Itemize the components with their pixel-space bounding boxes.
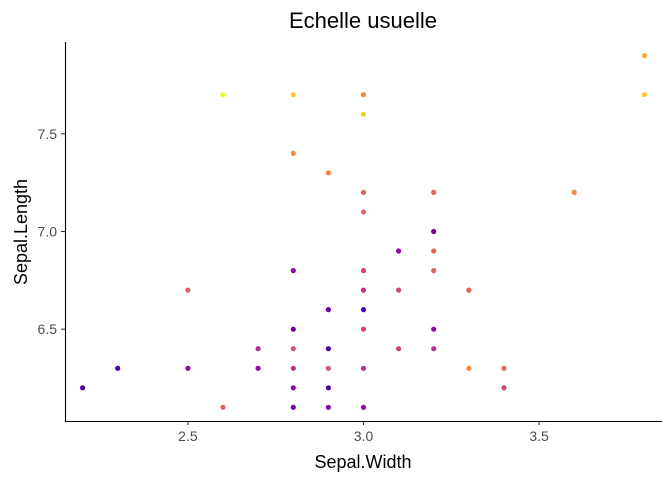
data-point <box>290 268 296 274</box>
data-point <box>501 365 507 371</box>
data-point <box>360 92 367 98</box>
data-point <box>360 326 367 332</box>
data-point <box>290 385 296 391</box>
x-tick-label: 3.5 <box>529 428 549 444</box>
x-axis-ticks: 2.5 3.0 3.5 <box>178 421 549 444</box>
plot-area: 2.5 3.0 3.5 6.5 7.0 7.5 <box>38 42 662 444</box>
data-point <box>431 228 437 235</box>
data-point <box>290 404 296 410</box>
data-point <box>360 209 367 215</box>
data-point <box>396 287 402 293</box>
data-point <box>571 189 577 195</box>
data-point <box>325 170 331 176</box>
data-point <box>255 365 261 371</box>
data-point <box>501 385 507 391</box>
data-point <box>325 404 331 410</box>
x-tick-label: 3.0 <box>354 428 374 444</box>
y-tick-label: 7.0 <box>38 224 58 240</box>
data-point <box>290 150 296 156</box>
data-point <box>290 346 296 352</box>
chart-title: Echelle usuelle <box>289 8 437 33</box>
data-point <box>290 326 296 332</box>
data-point <box>255 346 261 352</box>
data-point <box>396 346 402 352</box>
data-point <box>431 189 437 195</box>
y-tick-label: 7.5 <box>38 126 58 142</box>
data-point <box>360 365 367 371</box>
data-point <box>360 268 367 274</box>
data-point <box>431 248 437 254</box>
data-point <box>431 326 437 332</box>
data-point <box>325 346 331 352</box>
x-axis-title: Sepal.Width <box>314 452 411 472</box>
data-point <box>466 287 472 293</box>
data-point <box>360 189 367 195</box>
data-point <box>641 92 648 98</box>
data-point <box>360 404 367 410</box>
data-point <box>325 385 331 391</box>
data-point <box>325 307 331 313</box>
data-point <box>220 404 226 410</box>
x-tick-label: 2.5 <box>178 428 198 444</box>
data-point <box>431 346 437 352</box>
data-point <box>325 365 331 371</box>
data-point <box>360 307 367 313</box>
data-point <box>80 385 86 391</box>
data-point <box>185 287 191 293</box>
data-points <box>80 53 648 410</box>
y-axis-title: Sepal.Length <box>11 179 31 285</box>
data-point <box>220 92 226 98</box>
data-point <box>396 248 402 254</box>
data-point <box>185 365 191 371</box>
y-tick-label: 6.5 <box>38 321 58 337</box>
data-point <box>290 365 296 371</box>
y-axis-ticks: 6.5 7.0 7.5 <box>38 126 65 337</box>
data-point <box>466 365 472 371</box>
data-point <box>360 111 367 117</box>
data-point <box>290 92 296 98</box>
data-point <box>641 53 648 59</box>
data-point <box>115 365 121 371</box>
data-point <box>360 287 367 293</box>
data-point <box>431 268 437 274</box>
